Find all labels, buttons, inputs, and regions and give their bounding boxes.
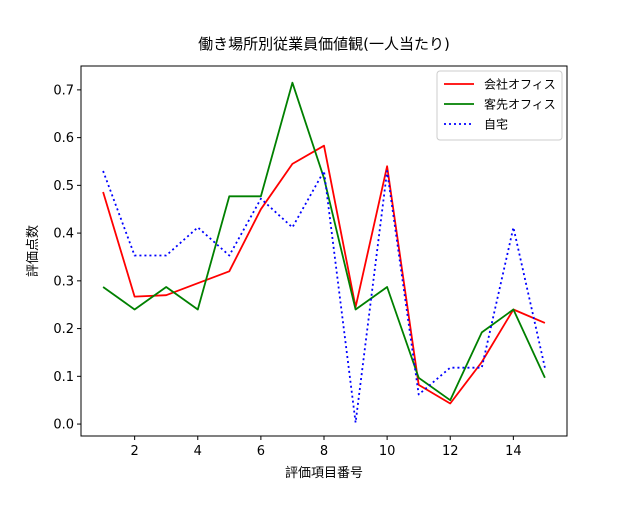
series-3-point (481, 367, 483, 369)
y-tick-label: 0.1 (53, 370, 74, 385)
series-1-point (260, 208, 262, 210)
series-3-point (292, 227, 294, 229)
series-2-point (102, 286, 104, 288)
y-tick-label: 0.7 (53, 83, 74, 98)
series-2-point (197, 309, 199, 311)
series-2-point (260, 196, 262, 198)
legend-frame (436, 70, 563, 141)
legend-label: 客先オフィス (484, 97, 556, 112)
series-3-point (513, 227, 515, 229)
series-3-point (134, 255, 136, 257)
series-2-point (292, 82, 294, 84)
series-3-point (102, 170, 104, 172)
y-axis-label: 評価点数 (26, 225, 41, 277)
series-3-point (418, 394, 420, 396)
y-tick-label: 0.6 (53, 131, 74, 146)
legend-label: 会社オフィス (484, 77, 556, 92)
series-2-point (449, 399, 451, 401)
series-2-point (134, 309, 136, 311)
series-1-point (165, 294, 167, 296)
series-2-point (229, 196, 231, 198)
series-3-point (355, 422, 357, 424)
series-1-point (323, 145, 325, 147)
series-1-point (292, 163, 294, 165)
series-line-1 (102, 144, 546, 405)
series-1-point (544, 322, 546, 324)
y-tick-label: 0.3 (53, 274, 74, 289)
chart-title: 働き場所別従業員価値観(一人当たり) (198, 35, 450, 53)
series-1-point (229, 270, 231, 272)
series-1-point (197, 282, 199, 284)
series-2-point (544, 377, 546, 379)
x-tick-label: 8 (320, 444, 328, 459)
x-axis-label: 評価項目番号 (285, 466, 363, 481)
y-tick-label: 0.4 (53, 227, 74, 242)
series-1-point (449, 403, 451, 405)
y-tick-label: 0.2 (53, 322, 74, 337)
x-axis: 2 4 6 8 10 12 14 (131, 436, 522, 459)
series-1-point (102, 191, 104, 193)
x-tick-label: 2 (131, 444, 139, 459)
series-3-point (197, 227, 199, 229)
series-line-3 (102, 170, 546, 424)
x-tick-label: 12 (442, 444, 459, 459)
series-2-point (355, 309, 357, 311)
series-2-point (418, 377, 420, 379)
series-1-point (134, 296, 136, 298)
y-axis: 0.0 0.1 0.2 0.3 0.4 0.5 0.6 0.7 (53, 83, 81, 433)
series-1-point (386, 165, 388, 167)
x-tick-label: 6 (257, 444, 265, 459)
y-tick-label: 0.0 (53, 418, 74, 433)
series-3-point (229, 255, 231, 257)
series-2-point (386, 286, 388, 288)
x-tick-label: 4 (194, 444, 202, 459)
legend-label: 自宅 (484, 117, 508, 132)
series-2-point (513, 309, 515, 311)
series-3-point (165, 255, 167, 257)
series-3-point (449, 367, 451, 369)
x-tick-label: 10 (379, 444, 396, 459)
series-3-point (260, 198, 262, 200)
series-2-point (481, 332, 483, 334)
series-layer (102, 81, 546, 424)
y-tick-label: 0.5 (53, 179, 74, 194)
series-3-point (323, 170, 325, 172)
x-tick-label: 14 (505, 444, 522, 459)
series-2-point (165, 286, 167, 288)
series-3-point (386, 170, 388, 172)
series-3-point (544, 367, 546, 369)
